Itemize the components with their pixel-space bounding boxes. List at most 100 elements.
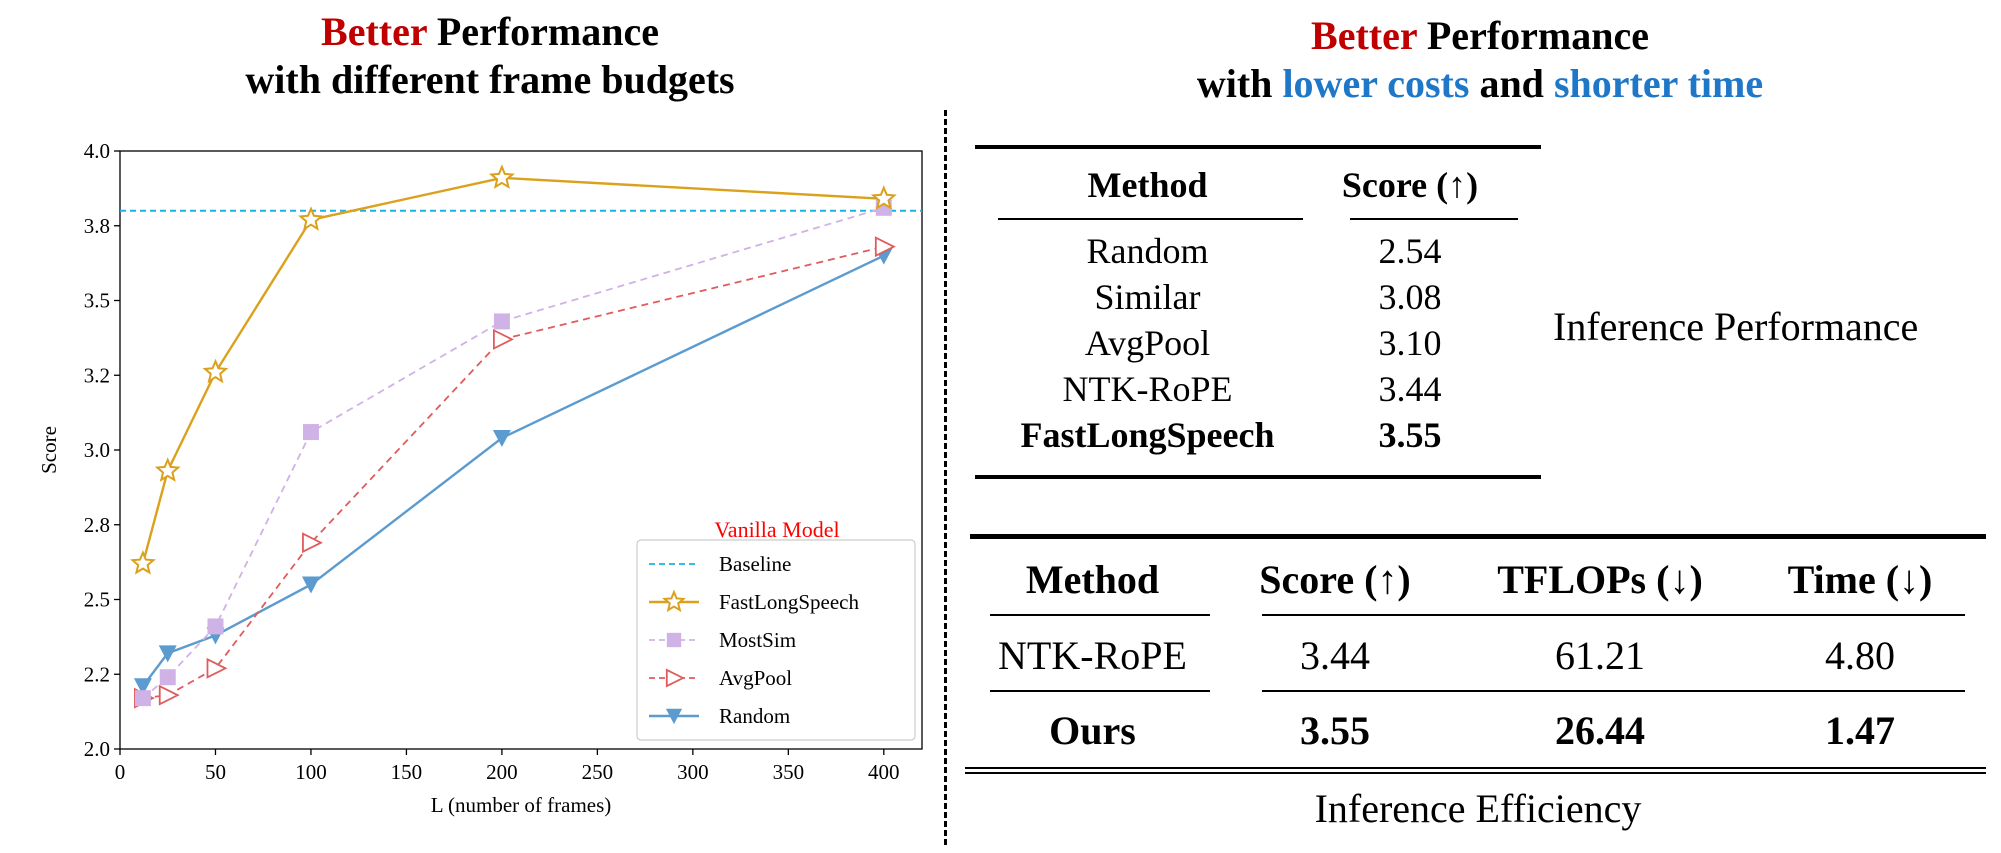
data-point-mostsim xyxy=(302,424,319,441)
x-tick-label: 150 xyxy=(391,760,423,784)
table-row: Similar 3.08 xyxy=(975,274,1541,320)
inference-performance-label: Inference Performance xyxy=(1553,304,1919,349)
table-row: Random 2.54 xyxy=(975,228,1541,274)
score-line-chart: 0 50 100 150 200 250 300 350 400 2.0 2.2 2.5 2.8 3.0 3… xyxy=(37,139,923,817)
data-point-avgpool xyxy=(158,684,180,706)
table1-cell-method: FastLongSpeech xyxy=(1020,415,1275,455)
table2-header-time: Time (↓) xyxy=(1787,556,1933,602)
data-point-random xyxy=(158,645,177,663)
table1-cell-method: AvgPool xyxy=(1084,323,1211,363)
table2-row-rule-metrics xyxy=(1262,690,1965,692)
left-heading-rest: Performance xyxy=(426,9,659,54)
table1-top-rule xyxy=(975,145,1541,149)
right-heading-highlight: Better xyxy=(1311,13,1417,58)
table-row: NTK-RoPE 3.44 61.21 4.80 xyxy=(970,620,1986,690)
series-line-random xyxy=(141,254,885,687)
table2: Method Score (↑) TFLOPs (↓) Time (↓) xyxy=(970,545,1986,613)
y-tick-label: 3.0 xyxy=(84,438,110,462)
y-tick-label: 3.8 xyxy=(84,214,110,238)
data-point-fastlongspeech xyxy=(488,164,515,189)
table1-cell-method: NTK-RoPE xyxy=(1062,369,1233,409)
legend-title: Vanilla Model xyxy=(714,517,839,542)
x-tick-label: 200 xyxy=(486,760,518,784)
x-tick-label: 250 xyxy=(582,760,614,784)
data-point-random xyxy=(133,678,152,696)
right-heading-mid: and xyxy=(1469,61,1554,106)
y-tick-label: 4.0 xyxy=(84,139,110,163)
right-heading-pre: with xyxy=(1196,61,1283,106)
legend-label-mostsim: MostSim xyxy=(719,628,796,652)
table2-row-rule-method xyxy=(990,690,1210,692)
table2-cell-score: 3.55 xyxy=(1300,707,1370,753)
legend-label-fastlongspeech: FastLongSpeech xyxy=(719,590,859,614)
table2-bottom-rule-b xyxy=(965,772,1986,774)
x-tick-label: 50 xyxy=(205,760,226,784)
y-tick-label: 3.5 xyxy=(84,289,110,313)
series-line-avgpool xyxy=(142,245,885,700)
table2-cell-method: NTK-RoPE xyxy=(998,632,1187,678)
table-row: AvgPool 3.10 xyxy=(975,320,1541,366)
left-heading-line2: with different frame budgets xyxy=(245,57,735,102)
table1-cell-score: 3.08 xyxy=(1378,277,1442,317)
table1-cell-score: 2.54 xyxy=(1378,231,1442,271)
series-line-fastlongspeech xyxy=(141,176,884,564)
data-point-avgpool xyxy=(302,532,323,554)
table1-cell-score: 3.10 xyxy=(1378,323,1442,363)
table-row: FastLongSpeech 3.55 xyxy=(975,412,1541,458)
table1-bottom-rule xyxy=(975,475,1541,479)
data-point-mostsim xyxy=(134,690,151,707)
data-point-mostsim xyxy=(207,618,224,635)
table2-header-tflops: TFLOPs (↓) xyxy=(1497,556,1703,602)
left-heading-highlight: Better xyxy=(321,9,427,54)
table1-cell-method: Random xyxy=(1086,231,1209,271)
data-point-fastlongspeech xyxy=(130,549,156,575)
data-point-avgpool xyxy=(493,328,514,350)
table2-cell-tflops: 61.21 xyxy=(1555,632,1645,678)
data-point-avgpool xyxy=(206,657,228,679)
table2-cell-method: Ours xyxy=(1049,707,1136,753)
legend-marker-avgpool xyxy=(665,668,686,688)
table2-bottom-rule-a xyxy=(965,767,1986,769)
x-tick-label: 300 xyxy=(677,760,709,784)
table2-header-row: Method Score (↑) TFLOPs (↓) Time (↓) xyxy=(970,545,1986,613)
x-axis-label: L (number of frames) xyxy=(431,793,612,817)
table2-cell-tflops: 26.44 xyxy=(1555,707,1645,753)
data-point-mostsim xyxy=(493,313,510,330)
panel-divider xyxy=(944,110,947,845)
table2-header-method: Method xyxy=(1025,556,1160,602)
legend-label-random: Random xyxy=(719,704,790,728)
table2-row-1: NTK-RoPE 3.44 61.21 4.80 xyxy=(970,620,1986,690)
table1-cell-score: 3.55 xyxy=(1378,415,1442,455)
table2-cell-time: 1.47 xyxy=(1825,707,1895,753)
y-tick-label: 2.2 xyxy=(84,662,110,686)
left-panel-heading: Better Performance with different frame … xyxy=(90,8,890,104)
table-row: NTK-RoPE 3.44 xyxy=(975,366,1541,412)
data-point-random xyxy=(301,576,320,594)
table2-header-rule-metrics xyxy=(1262,614,1965,616)
table2-row-2: Ours 3.55 26.44 1.47 xyxy=(970,695,1986,765)
table-row: Ours 3.55 26.44 1.47 xyxy=(970,695,1986,765)
table1: Method Score (↑) xyxy=(975,155,1541,215)
x-tick-label: 400 xyxy=(868,760,900,784)
legend-label-avgpool: AvgPool xyxy=(719,666,792,690)
right-heading-lower-costs: lower costs xyxy=(1282,61,1470,106)
table1-cell-score: 3.44 xyxy=(1378,369,1442,409)
x-tick-label: 350 xyxy=(773,760,805,784)
y-tick-label: 3.2 xyxy=(84,363,110,387)
table2-cell-score: 3.44 xyxy=(1300,632,1370,678)
table1-body: Random 2.54 Similar 3.08 AvgPool 3.10 NT… xyxy=(975,228,1541,458)
legend-marker-mostsim xyxy=(666,632,682,648)
data-point-avgpool xyxy=(874,236,896,258)
inference-efficiency-caption: Inference Efficiency xyxy=(1314,786,1642,831)
data-point-fastlongspeech xyxy=(202,358,229,384)
table1-cell-method: Similar xyxy=(1094,277,1201,317)
table2-cell-time: 4.80 xyxy=(1825,632,1895,678)
table1-header-score: Score (↑) xyxy=(1341,165,1479,205)
table1-header-rule-score xyxy=(1350,218,1518,220)
data-point-random xyxy=(492,430,511,448)
y-tick-label: 2.8 xyxy=(84,513,110,537)
y-tick-label: 2.0 xyxy=(84,737,110,761)
data-point-fastlongspeech xyxy=(870,185,897,210)
data-point-fastlongspeech xyxy=(154,457,181,482)
data-point-fastlongspeech xyxy=(298,206,324,231)
